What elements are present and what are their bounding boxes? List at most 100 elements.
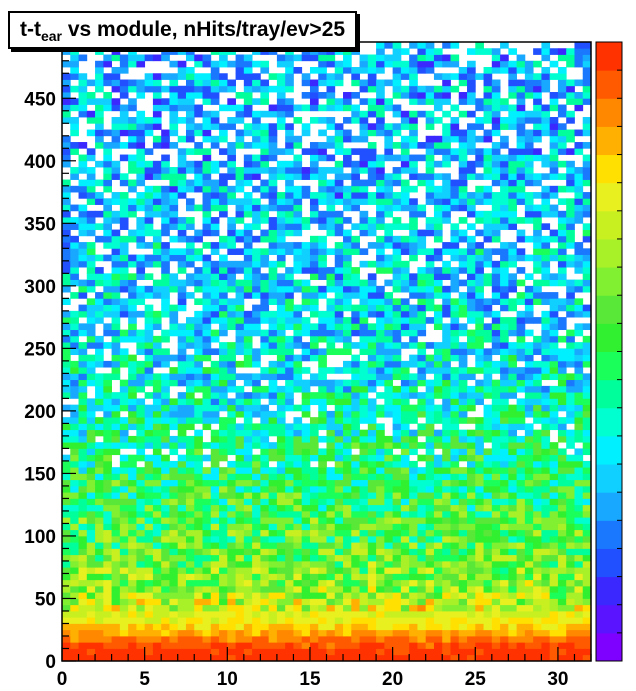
heatmap-cell xyxy=(86,254,96,262)
heatmap-cell xyxy=(309,173,319,180)
heatmap-cell xyxy=(483,154,493,162)
heatmap-cell xyxy=(541,110,551,118)
heatmap-cell xyxy=(161,617,170,624)
heatmap-cell xyxy=(442,323,451,331)
heatmap-cell xyxy=(276,617,286,624)
heatmap-cell xyxy=(119,560,129,568)
heatmap-cell xyxy=(334,592,344,599)
heatmap-cell xyxy=(524,329,534,337)
heatmap-cell xyxy=(334,604,344,612)
heatmap-cell xyxy=(152,448,162,456)
heatmap-cell xyxy=(450,392,460,399)
heatmap-cell xyxy=(243,254,253,262)
heatmap-cell xyxy=(252,598,261,606)
heatmap-cell xyxy=(524,304,534,312)
heatmap-cell xyxy=(524,110,534,118)
heatmap-cell xyxy=(227,373,236,381)
heatmap-cell xyxy=(301,454,311,462)
heatmap-cell xyxy=(433,192,443,199)
heatmap-cell xyxy=(483,273,493,280)
heatmap-cell xyxy=(210,504,220,512)
heatmap-cell xyxy=(95,429,104,437)
heatmap-cell xyxy=(392,460,402,468)
heatmap-cell xyxy=(326,248,336,255)
heatmap-cell xyxy=(276,410,286,418)
heatmap-cell xyxy=(334,267,344,274)
heatmap-cell xyxy=(566,360,575,368)
heatmap-cell xyxy=(136,467,146,474)
heatmap-cell xyxy=(483,410,493,418)
heatmap-cell xyxy=(128,235,137,243)
heatmap-cell xyxy=(243,517,253,524)
heatmap-cell xyxy=(557,304,567,312)
heatmap-cell xyxy=(301,185,311,193)
heatmap-cell xyxy=(376,560,385,568)
heatmap-cell xyxy=(276,298,286,305)
heatmap-cell xyxy=(285,604,294,612)
heatmap-cell xyxy=(417,373,427,381)
heatmap-cell xyxy=(400,467,410,474)
heatmap-cell xyxy=(260,417,270,424)
heatmap-cell xyxy=(376,504,385,512)
heatmap-cell xyxy=(185,135,195,143)
heatmap-cell xyxy=(450,204,460,212)
heatmap-cell xyxy=(376,567,385,574)
heatmap-cell xyxy=(86,317,96,324)
heatmap-cell xyxy=(409,167,418,174)
heatmap-cell xyxy=(483,648,493,656)
heatmap-cell xyxy=(136,535,146,543)
heatmap-cell xyxy=(70,273,79,280)
heatmap-cell xyxy=(252,648,261,656)
heatmap-cell xyxy=(62,160,71,168)
heatmap-cell xyxy=(219,585,228,593)
heatmap-cell xyxy=(318,510,327,518)
heatmap-cell xyxy=(185,160,195,168)
heatmap-cell xyxy=(351,510,360,518)
heatmap-cell xyxy=(70,460,79,468)
heatmap-cell xyxy=(202,148,212,155)
heatmap-cell xyxy=(260,98,270,105)
heatmap-cell xyxy=(574,535,584,543)
heatmap-cell xyxy=(409,142,418,149)
heatmap-cell xyxy=(285,379,294,387)
heatmap-cell xyxy=(566,442,575,449)
heatmap-cell xyxy=(450,123,460,130)
heatmap-cell xyxy=(78,185,88,193)
heatmap-cell xyxy=(359,323,369,331)
heatmap-cell xyxy=(128,498,137,506)
heatmap-cell xyxy=(400,610,410,618)
heatmap-cell xyxy=(409,554,418,562)
heatmap-cell xyxy=(359,329,369,337)
heatmap-cell xyxy=(508,117,518,124)
heatmap-cell xyxy=(318,267,327,274)
heatmap-cell xyxy=(219,235,228,243)
heatmap-cell xyxy=(301,548,311,556)
heatmap-cell xyxy=(574,585,584,593)
heatmap-cell xyxy=(235,135,245,143)
heatmap-cell xyxy=(243,129,253,137)
heatmap-cell xyxy=(86,229,96,237)
heatmap-cell xyxy=(458,192,468,199)
heatmap-cell xyxy=(185,92,195,99)
heatmap-cell xyxy=(177,473,187,481)
heatmap-cell xyxy=(95,454,104,462)
heatmap-cell xyxy=(343,617,352,624)
heatmap-cell xyxy=(95,610,104,618)
heatmap-cell xyxy=(78,617,88,624)
heatmap-cell xyxy=(202,417,212,424)
heatmap-cell xyxy=(557,560,567,568)
heatmap-cell xyxy=(293,648,303,656)
heatmap-cell xyxy=(458,173,468,180)
heatmap-cell xyxy=(475,467,484,474)
heatmap-cell xyxy=(367,304,377,312)
heatmap-cell xyxy=(268,273,278,280)
heatmap-cell xyxy=(301,523,311,531)
heatmap-cell xyxy=(177,479,187,487)
heatmap-cell xyxy=(326,467,336,474)
heatmap-cell xyxy=(202,329,212,337)
heatmap-cell xyxy=(433,104,443,112)
heatmap-cell xyxy=(252,217,261,224)
heatmap-cell xyxy=(103,454,112,462)
heatmap-cell xyxy=(202,310,212,318)
heatmap-cell xyxy=(582,623,592,631)
